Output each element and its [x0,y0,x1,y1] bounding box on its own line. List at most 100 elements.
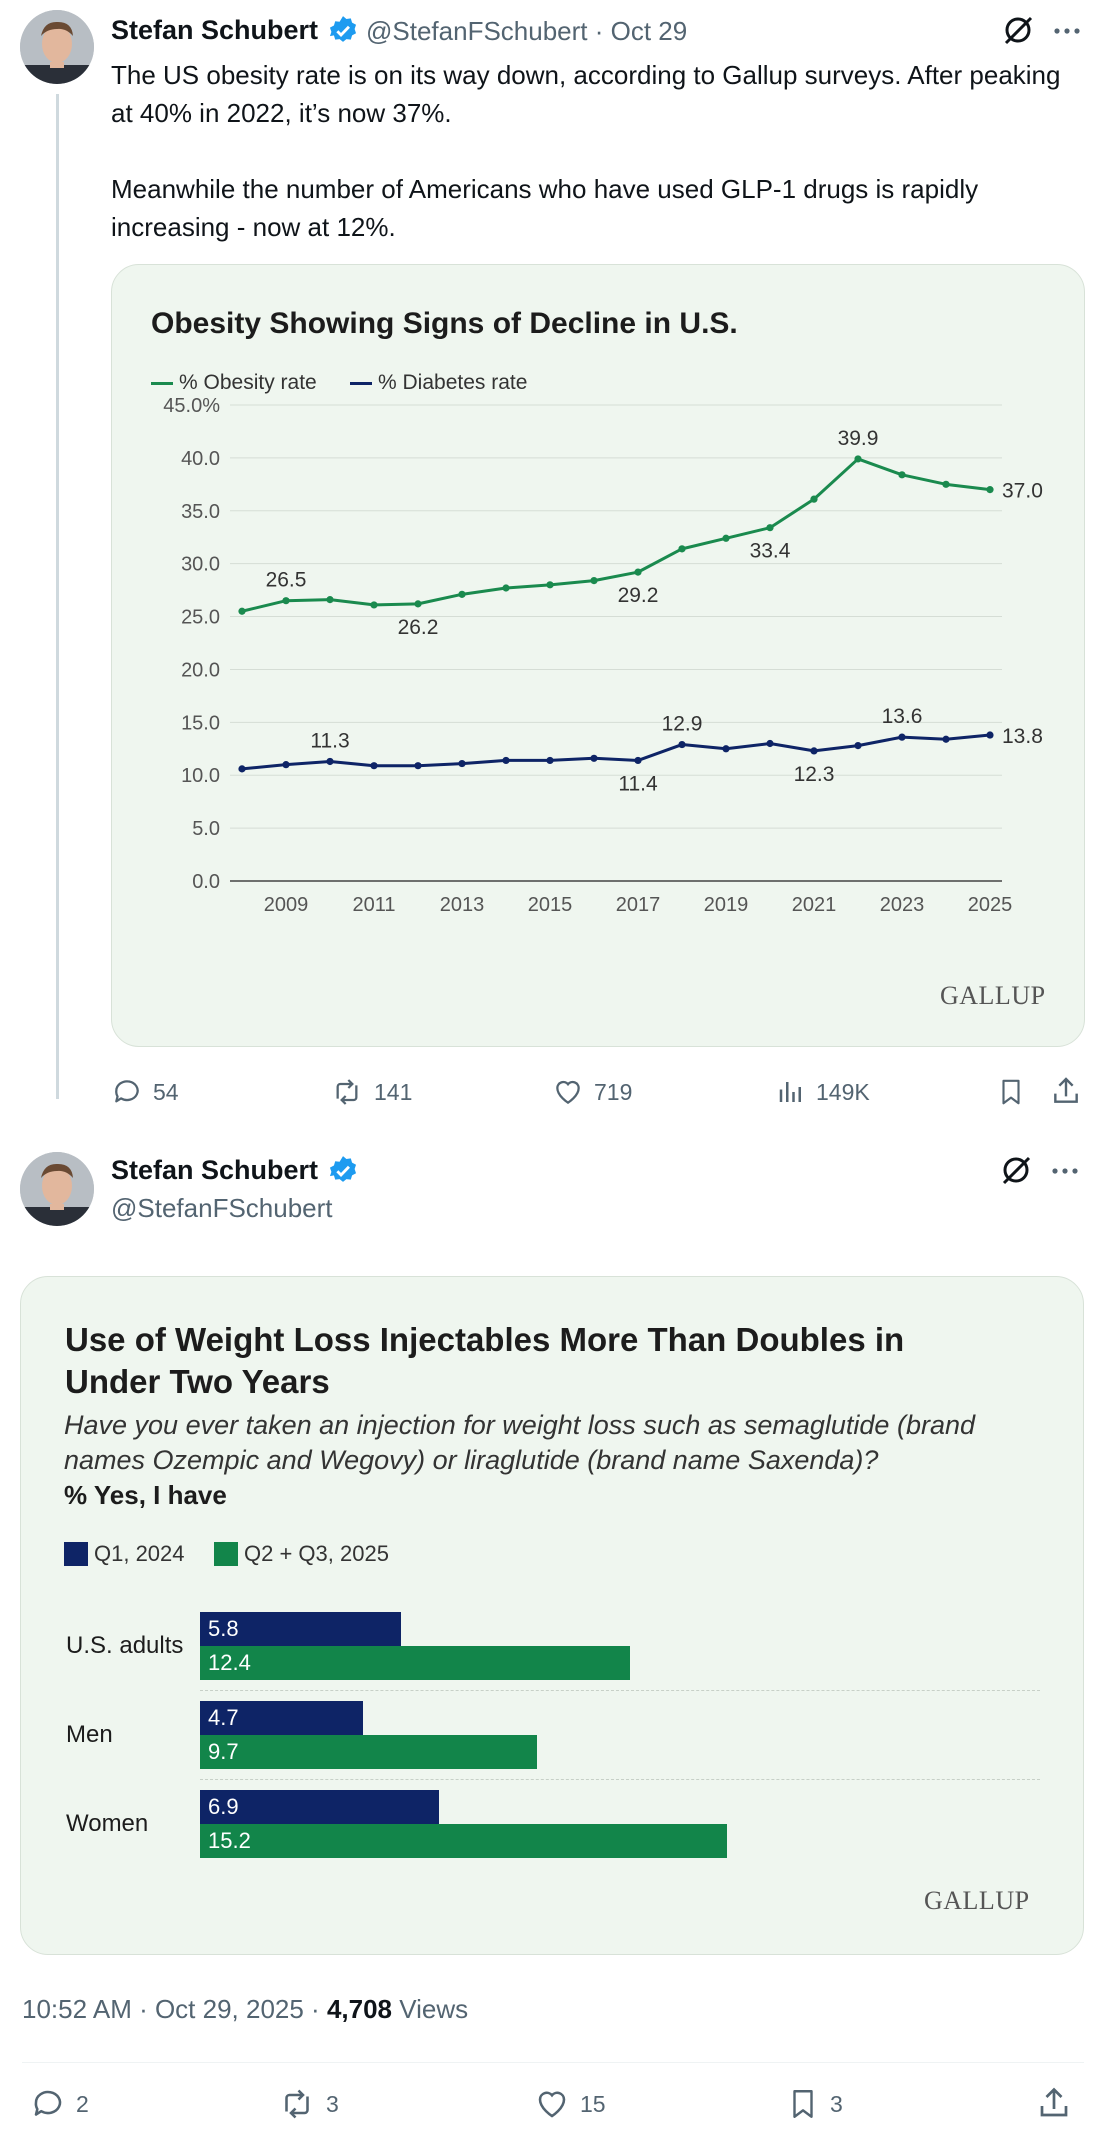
like-icon [556,1080,580,1105]
obesity-point [678,545,686,553]
diabetes-point [546,756,554,765]
reply-icon [115,1080,139,1103]
obesity-point [986,486,994,494]
data-label: 37.0 [1002,480,1043,503]
diabetes-point [458,759,466,768]
more-icon-2[interactable] [1050,1156,1080,1186]
author-name[interactable]: Stefan Schubert [111,15,319,45]
reply-button-2[interactable]: 2 [30,2086,89,2122]
avatar-image-2 [20,1152,94,1226]
diabetes-point [634,756,642,765]
bar-q23: 12.4 [200,1646,631,1680]
y-tick-label: 40.0 [181,448,220,470]
data-label: 26.5 [266,569,307,592]
x-tick-label: 2023 [880,894,925,916]
reply-icon-2 [34,2090,62,2116]
x-tick-label: 2017 [616,894,661,916]
line-chart: 45.0% 40.0 35.0 30.0 25.0 20.0 15.0 10.0 5.0 0.0 2… [163,395,1043,916]
y-tick-label: 45.0% [163,395,220,417]
diabetes-point [766,739,774,748]
category-label: U.S. adults [66,1632,184,1659]
views-count: 149K [816,1078,870,1105]
diabetes-point [854,742,862,750]
line-chart-card[interactable]: Obesity Showing Signs of Decline in U.S.… [111,264,1085,1047]
x-tick-label: 2011 [352,894,395,916]
avatar-2[interactable] [20,1152,94,1226]
data-label: 11.3 [310,729,349,752]
repost-button[interactable]: 141 [330,1076,412,1108]
like-button-2[interactable]: 15 [534,2086,606,2122]
obesity-point [766,524,774,532]
obesity-point [722,534,730,542]
data-label: 12.9 [662,713,703,736]
data-label: 13.8 [1002,725,1043,748]
diabetes-point [326,757,334,766]
views-label: Views [392,1994,469,2024]
obesity-point [414,600,422,608]
repost-count-2: 3 [326,2090,339,2117]
bar-chart-title: Use of Weight Loss Injectables More Than… [65,1321,905,1400]
data-label: 11.4 [618,772,658,795]
repost-button-2[interactable]: 3 [278,2086,339,2122]
legend-q1-label: Q1, 2024 [94,1541,185,1566]
obesity-point [502,584,510,592]
diabetes-point [590,754,598,762]
share-button[interactable] [1050,1074,1092,1108]
bookmark-icon [1002,1079,1020,1105]
bookmark-button-2[interactable]: 3 [786,2086,843,2122]
obesity-point [458,590,466,598]
obesity-point [546,581,554,589]
bar-q23: 15.2 [200,1824,728,1858]
author-handle-date[interactable]: @StefanFSchubert · Oct 29 [366,16,688,46]
thread-line [56,94,59,1099]
obesity-point [590,576,598,585]
data-label: 33.4 [750,540,791,563]
x-tick-label: 2009 [264,894,309,916]
data-label: 12.3 [794,763,835,786]
y-tick-label: 25.0 [181,607,220,629]
obesity-point [370,601,378,609]
row-separator [200,1779,1040,1780]
like-count: 719 [594,1078,633,1105]
author-handle-2[interactable]: @StefanFSchubert [111,1193,333,1223]
obesity-point [854,455,862,463]
avatar[interactable] [20,10,94,84]
diabetes-point [282,761,290,769]
grok-icon[interactable] [1002,14,1034,46]
diabetes-point [942,735,950,743]
more-icon[interactable] [1052,16,1082,46]
share-icon [1054,1077,1078,1103]
reply-count: 54 [153,1078,179,1105]
data-label: 26.2 [398,616,439,639]
bookmark-icon-2 [793,2090,813,2118]
legend-obesity: % Obesity rate [151,371,317,395]
category-label: Men [66,1721,113,1748]
category-label: Women [66,1810,149,1837]
bar-q1: 4.7 [200,1701,364,1735]
diabetes-point [502,756,510,765]
timestamp[interactable]: 10:52 AM · Oct 29, 2025 · [22,1994,327,2024]
gallup-logo-2: GALLUP [924,1886,1030,1915]
share-button-2[interactable] [1036,2084,1082,2122]
like-button[interactable]: 719 [552,1076,632,1108]
diabetes-point [810,747,818,755]
grok-icon-2[interactable] [1000,1154,1032,1186]
tweet-paragraph-2: Meanwhile the number of Americans who ha… [111,174,979,242]
chart-title: Obesity Showing Signs of Decline in U.S. [151,307,738,340]
author-name-2[interactable]: Stefan Schubert [111,1155,319,1185]
legend-obesity-label: % Obesity rate [179,371,317,394]
repost-count: 141 [374,1078,413,1105]
legend-q1: Q1, 2024 [64,1541,185,1567]
tweet-meta: 10:52 AM · Oct 29, 2025 · 4,708 Views [22,1994,468,2025]
legend-q23: Q2 + Q3, 2025 [214,1541,389,1567]
row-separator [200,1690,1040,1691]
data-label: 39.9 [838,427,879,450]
bookmark-button[interactable] [996,1076,1036,1108]
obesity-point [238,607,246,615]
diabetes-point [370,762,378,770]
diabetes-point [722,745,730,753]
views-button[interactable]: 149K [776,1076,870,1108]
reply-button[interactable]: 54 [111,1076,179,1108]
views-icon [779,1082,801,1102]
diabetes-point [238,765,246,773]
